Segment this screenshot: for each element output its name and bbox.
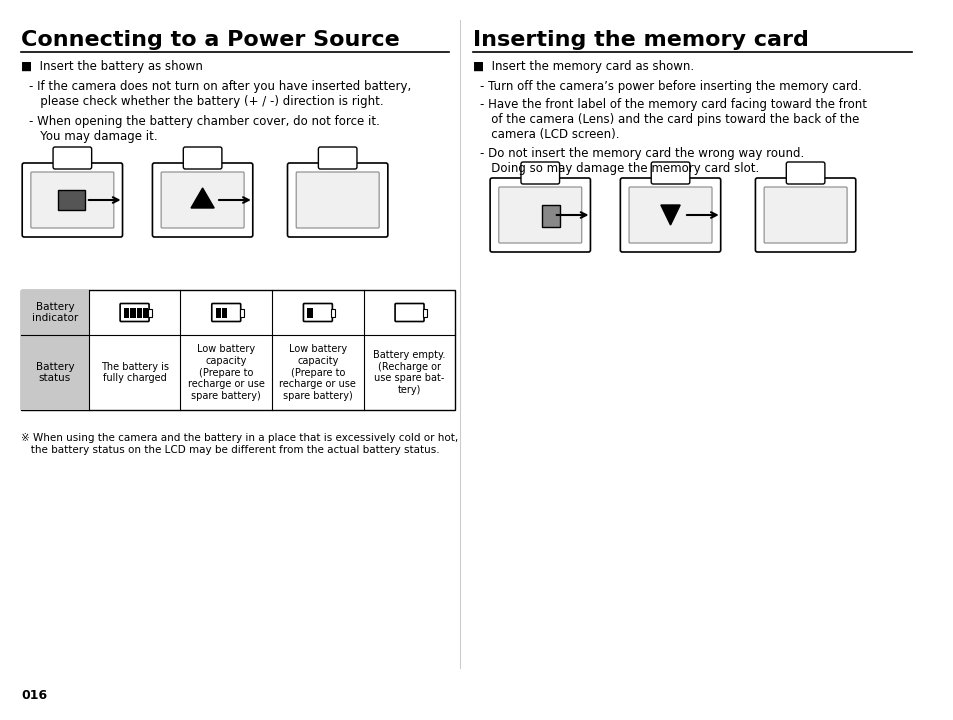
FancyBboxPatch shape: [498, 187, 581, 243]
Polygon shape: [191, 188, 214, 208]
Text: The battery is
fully charged: The battery is fully charged: [100, 361, 169, 383]
FancyBboxPatch shape: [303, 304, 332, 322]
FancyBboxPatch shape: [22, 163, 122, 237]
Text: ■  Insert the memory card as shown.: ■ Insert the memory card as shown.: [473, 60, 693, 73]
Text: - Do not insert the memory card the wrong way round.
   Doing so may damage the : - Do not insert the memory card the wron…: [480, 147, 804, 175]
FancyBboxPatch shape: [628, 187, 711, 243]
FancyBboxPatch shape: [152, 163, 253, 237]
Bar: [222, 307, 227, 318]
Bar: [307, 307, 313, 318]
Bar: [21, 335, 89, 410]
Bar: [239, 308, 243, 317]
Text: 016: 016: [21, 689, 48, 702]
Text: - When opening the battery chamber cover, do not force it.
   You may damage it.: - When opening the battery chamber cover…: [29, 115, 379, 143]
FancyBboxPatch shape: [318, 147, 356, 169]
Text: ■  Insert the battery as shown: ■ Insert the battery as shown: [21, 60, 203, 73]
Bar: [422, 308, 427, 317]
Bar: [215, 307, 221, 318]
FancyBboxPatch shape: [295, 172, 378, 228]
Bar: [331, 308, 335, 317]
FancyBboxPatch shape: [287, 163, 388, 237]
Text: Battery
indicator: Battery indicator: [31, 302, 78, 323]
FancyBboxPatch shape: [520, 162, 559, 184]
Text: Low battery
capacity
(Prepare to
recharge or use
spare battery): Low battery capacity (Prepare to recharg…: [279, 344, 356, 401]
FancyBboxPatch shape: [120, 304, 149, 322]
Bar: [131, 307, 135, 318]
Bar: [21, 290, 89, 335]
Bar: [21, 290, 455, 410]
FancyBboxPatch shape: [212, 304, 240, 322]
Bar: [541, 205, 559, 227]
Text: Battery empty.
(Recharge or
use spare bat-
tery): Battery empty. (Recharge or use spare ba…: [373, 350, 445, 395]
Bar: [124, 307, 130, 318]
FancyBboxPatch shape: [53, 147, 91, 169]
Bar: [136, 307, 142, 318]
FancyBboxPatch shape: [161, 172, 244, 228]
FancyBboxPatch shape: [183, 147, 222, 169]
Text: Low battery
capacity
(Prepare to
recharge or use
spare battery): Low battery capacity (Prepare to recharg…: [188, 344, 264, 401]
Text: Battery
status: Battery status: [35, 361, 74, 383]
Text: Connecting to a Power Source: Connecting to a Power Source: [21, 30, 399, 50]
Text: ※ When using the camera and the battery in a place that is excessively cold or h: ※ When using the camera and the battery …: [21, 433, 458, 454]
FancyBboxPatch shape: [755, 178, 855, 252]
FancyBboxPatch shape: [619, 178, 720, 252]
Bar: [143, 307, 148, 318]
Text: - If the camera does not turn on after you have inserted battery,
   please chec: - If the camera does not turn on after y…: [29, 80, 411, 108]
Text: - Have the front label of the memory card facing toward the front
   of the came: - Have the front label of the memory car…: [480, 98, 866, 141]
FancyBboxPatch shape: [651, 162, 689, 184]
Polygon shape: [660, 205, 679, 225]
Text: Inserting the memory card: Inserting the memory card: [473, 30, 808, 50]
FancyBboxPatch shape: [490, 178, 590, 252]
Bar: [58, 190, 85, 210]
Text: - Turn off the camera’s power before inserting the memory card.: - Turn off the camera’s power before ins…: [480, 80, 862, 93]
Bar: [148, 308, 152, 317]
FancyBboxPatch shape: [30, 172, 113, 228]
FancyBboxPatch shape: [785, 162, 824, 184]
FancyBboxPatch shape: [395, 304, 423, 322]
FancyBboxPatch shape: [763, 187, 846, 243]
